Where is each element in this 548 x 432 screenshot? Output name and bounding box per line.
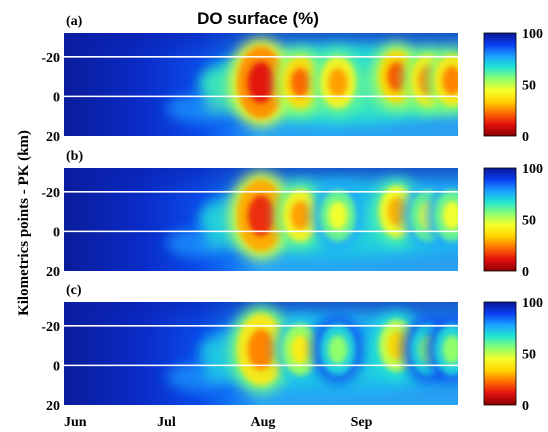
colorbar-tick-label: 100: [522, 296, 543, 311]
y-tick-label: 20: [46, 130, 60, 145]
colorbar: [483, 167, 517, 272]
colorbar-tick-label: 50: [522, 214, 536, 229]
minimum-blob: [274, 48, 327, 117]
x-tick-label: Jul: [157, 415, 176, 430]
minimum-blob: [426, 315, 458, 384]
colorbar: [483, 301, 517, 406]
minimum-blob: [311, 48, 364, 117]
colorbar: [483, 32, 517, 137]
x-tick-label: Sep: [351, 415, 373, 430]
minimum-blob: [274, 315, 327, 384]
y-axis-label: Kilometrics points - PK (km): [16, 130, 32, 316]
minimum-blob: [311, 181, 364, 250]
heatmap-panel: (a) -20 0 20 100 50 0: [41, 14, 543, 145]
panel-label: (b): [66, 149, 83, 164]
minimum-blob: [274, 181, 327, 250]
y-tick-label: 20: [46, 265, 60, 280]
panel-label: (a): [66, 14, 83, 29]
colorbar-tick-label: 50: [522, 348, 536, 363]
chart-title: DO surface (%): [197, 9, 319, 28]
colorbar-tick-label: 0: [522, 265, 529, 280]
panel-label: (c): [66, 283, 82, 298]
x-tick-label: Aug: [251, 415, 276, 430]
minimum-blob: [229, 305, 293, 394]
minimum-blob: [311, 315, 364, 384]
colorbar-tick-label: 0: [522, 130, 529, 145]
minimum-blob: [426, 46, 458, 115]
colorbar-tick-label: 100: [522, 162, 543, 177]
y-tick-label: -20: [41, 186, 60, 201]
heatmap-panel: (b) -20 0 20 100 50 0: [41, 149, 543, 280]
y-tick-label: -20: [41, 51, 60, 66]
minimum-blob: [229, 171, 293, 260]
y-tick-label: 0: [53, 359, 60, 374]
y-tick-label: 0: [53, 90, 60, 105]
colorbar-tick-label: 0: [522, 399, 529, 414]
minimum-blob: [426, 181, 458, 250]
colorbar-tick-label: 50: [522, 79, 536, 94]
minimum-blob: [229, 38, 293, 127]
colorbar-tick-label: 100: [522, 27, 543, 42]
x-tick-label: Jun: [64, 415, 87, 430]
heatmap-panel: (c) -20 0 20 100 50 0: [41, 283, 543, 414]
y-tick-label: 0: [53, 225, 60, 240]
y-tick-label: -20: [41, 320, 60, 335]
y-tick-label: 20: [46, 399, 60, 414]
